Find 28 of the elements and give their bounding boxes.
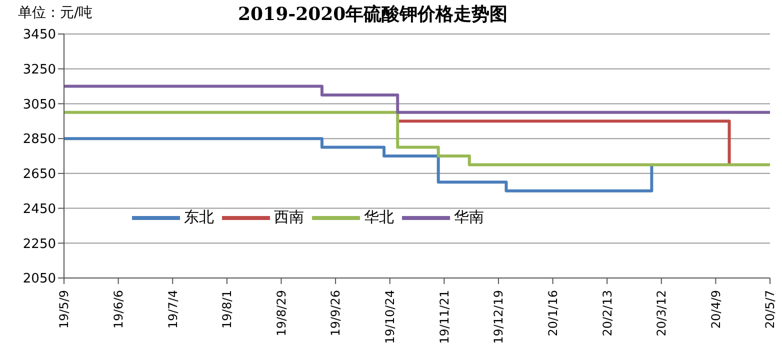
x-tick-label: 19/8/29 [274, 290, 288, 336]
y-tick-label: 2650 [22, 167, 56, 182]
y-tick-label: 2250 [22, 236, 56, 252]
legend-label: 东北 [184, 208, 214, 227]
y-tick-label: 3450 [22, 28, 56, 43]
x-tick-label: 20/2/13 [600, 290, 614, 336]
x-tick-label: 19/12/19 [492, 290, 506, 344]
x-tick-label: 20/5/7 [763, 290, 778, 329]
legend-label: 华南 [454, 208, 484, 227]
legend-label: 西南 [274, 208, 304, 227]
x-tick-label: 19/11/21 [437, 290, 452, 344]
x-tick-label: 20/4/9 [708, 290, 723, 329]
x-tick-label: 19/5/9 [57, 290, 72, 329]
y-tick-label: 2850 [22, 132, 56, 148]
y-tick-label: 2050 [22, 272, 56, 287]
x-tick-label: 19/10/24 [383, 290, 398, 344]
y-tick-label: 3250 [22, 62, 56, 78]
x-tick-label: 20/3/12 [654, 290, 669, 336]
x-tick-label: 19/7/4 [166, 290, 180, 329]
chart-title: 2019-2020年硫酸钾价格走势图 [238, 3, 508, 26]
x-tick-label: 20/1/16 [546, 290, 560, 336]
y-axis-title: 单位：元/吨 [18, 4, 93, 22]
legend-label: 华北 [364, 208, 394, 227]
y-tick-label: 2450 [22, 202, 56, 217]
x-tick-label: 19/9/26 [328, 290, 343, 336]
x-tick-label: 19/6/6 [112, 290, 126, 329]
y-tick-label: 3050 [22, 97, 56, 112]
x-tick-label: 19/8/1 [220, 290, 234, 329]
